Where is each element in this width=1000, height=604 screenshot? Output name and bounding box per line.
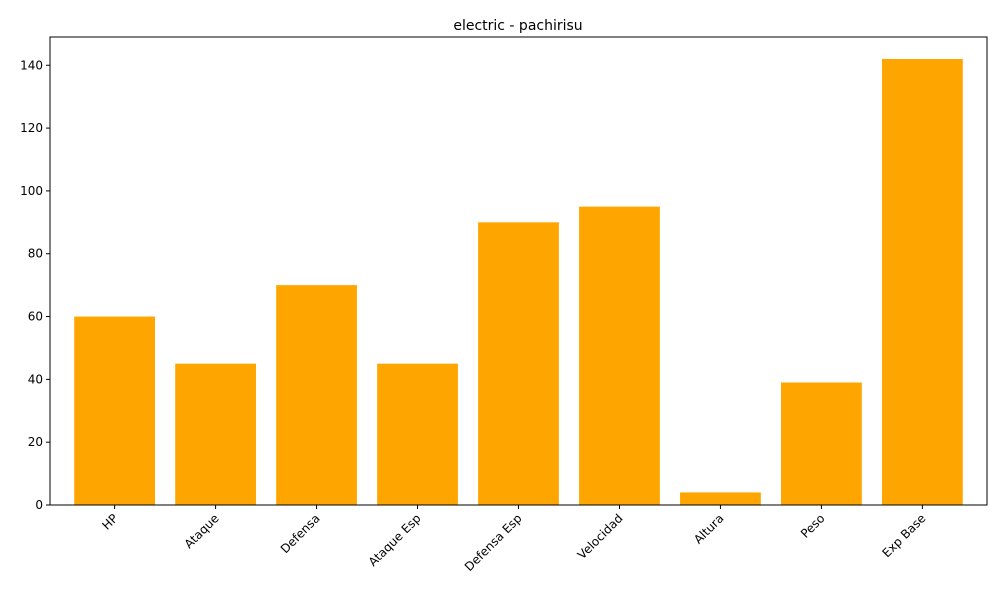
y-tick-label: 100 (20, 184, 43, 198)
x-tick-label: Ataque Esp (366, 511, 424, 569)
x-tick-label: Altura (691, 511, 726, 546)
bar-defensa-esp (478, 222, 559, 505)
bar-ataque-esp (377, 363, 458, 505)
bar-exp-base (881, 58, 963, 506)
x-tick-label: Defensa (278, 511, 323, 556)
y-tick-label: 60 (28, 310, 43, 324)
bars-layer (74, 58, 963, 506)
x-tick-label: Peso (798, 511, 828, 541)
y-tick-label: 140 (20, 58, 43, 72)
bar-hp (74, 316, 156, 505)
y-tick-label: 120 (20, 121, 43, 135)
x-tick-label: Defensa Esp (462, 511, 525, 574)
chart-title: electric - pachirisu (453, 18, 582, 34)
x-tick-label: Exp Base (879, 511, 928, 560)
bar-peso (781, 382, 862, 505)
x-tick-label: Ataque (182, 511, 222, 551)
bar-defensa (276, 285, 357, 505)
bar-altura (680, 492, 761, 505)
y-tick-label: 0 (35, 498, 43, 512)
bar-ataque (175, 363, 256, 505)
bar-velocidad (579, 206, 660, 506)
x-tick-label: HP (99, 511, 120, 532)
y-tick-label: 40 (28, 372, 43, 386)
y-tick-label: 20 (28, 435, 43, 449)
x-tick-label: Velocidad (575, 511, 626, 562)
y-tick-label: 80 (28, 247, 43, 261)
